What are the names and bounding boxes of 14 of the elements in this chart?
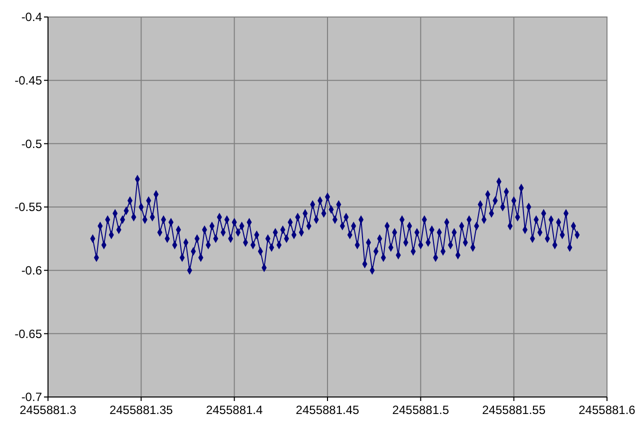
x-tick-label: 2455881.55 — [482, 403, 546, 417]
y-tick-label: -0.55 — [14, 200, 42, 214]
x-tick-label: 2455881.45 — [296, 403, 360, 417]
x-tick-label: 2455881.5 — [392, 403, 450, 417]
x-tick-label: 2455881.6 — [578, 403, 636, 417]
x-tick-label: 2455881.35 — [109, 403, 174, 417]
x-tick-label: 2455881.3 — [20, 403, 77, 417]
y-tick-label: -0.7 — [21, 390, 42, 404]
x-tick-label: 2455881.4 — [206, 403, 264, 417]
y-tick-label: -0.4 — [21, 10, 42, 24]
y-tick-label: -0.45 — [14, 74, 42, 88]
y-tick-label: -0.5 — [21, 136, 42, 151]
y-tick-label: -0.6 — [21, 264, 42, 278]
y-tick-label: -0.65 — [14, 326, 42, 341]
